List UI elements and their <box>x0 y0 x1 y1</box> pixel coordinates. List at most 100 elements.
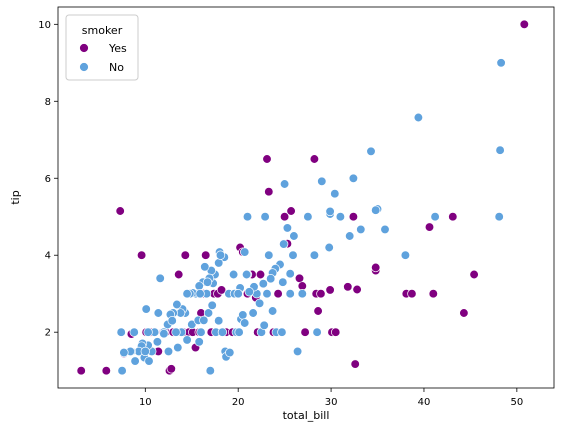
point-yes <box>174 269 184 280</box>
x-tick-label: 30 <box>325 397 338 408</box>
point-yes <box>201 250 211 260</box>
point-no <box>172 299 182 310</box>
point-no <box>203 308 214 318</box>
point-yes <box>519 19 529 29</box>
point-no <box>279 239 289 249</box>
point-yes <box>350 359 360 369</box>
point-yes <box>166 364 176 374</box>
point-no <box>324 242 334 253</box>
point-no <box>117 366 127 376</box>
point-no <box>366 146 376 156</box>
point-yes <box>216 285 227 295</box>
point-no <box>238 310 248 320</box>
point-no <box>277 327 287 337</box>
point-no <box>215 250 226 260</box>
y-tick-label: 8 <box>45 97 51 108</box>
legend-marker-no <box>79 62 89 72</box>
point-yes <box>469 269 479 280</box>
point-no <box>205 366 215 376</box>
point-no <box>348 173 359 183</box>
point-yes <box>407 289 417 299</box>
point-no <box>259 320 269 330</box>
point-no <box>494 212 504 222</box>
point-yes <box>325 285 335 295</box>
point-no <box>430 212 440 222</box>
point-no <box>153 308 163 318</box>
point-no <box>200 262 210 272</box>
point-no <box>144 356 154 366</box>
point-no <box>234 327 244 337</box>
point-no <box>285 289 295 299</box>
point-no <box>217 327 228 337</box>
point-no <box>278 277 288 287</box>
point-yes <box>115 206 125 216</box>
y-tick-label: 4 <box>45 251 51 262</box>
y-tick-label: 6 <box>45 174 51 185</box>
point-no <box>248 308 258 318</box>
point-no <box>356 224 366 235</box>
point-no <box>143 327 153 337</box>
x-tick-label: 10 <box>139 397 152 408</box>
point-no <box>335 212 346 222</box>
point-yes <box>428 289 438 299</box>
point-no <box>240 247 250 257</box>
point-no <box>371 205 381 215</box>
point-no <box>267 306 278 316</box>
point-yes <box>286 206 296 216</box>
point-yes <box>348 212 359 222</box>
point-yes <box>371 262 381 273</box>
point-yes <box>331 327 341 337</box>
point-no <box>207 300 217 310</box>
point-yes <box>264 187 274 197</box>
point-no <box>171 327 181 337</box>
axes-layer: 10 20 30 40 50 2 4 6 8 10 <box>38 6 555 408</box>
point-no <box>312 327 322 337</box>
point-yes <box>316 289 326 299</box>
point-no <box>214 258 224 268</box>
point-no <box>262 289 272 299</box>
point-yes <box>424 222 435 232</box>
x-tick-label: 50 <box>510 397 523 408</box>
plot-frame <box>57 6 555 389</box>
y-tick-label: 2 <box>45 328 51 339</box>
point-no <box>116 327 126 337</box>
point-no <box>182 335 192 345</box>
point-no <box>152 337 163 347</box>
point-no <box>260 212 270 222</box>
point-no <box>345 231 355 241</box>
point-no <box>285 269 295 279</box>
y-tick-label: 10 <box>38 20 51 31</box>
point-no <box>159 329 169 339</box>
point-no <box>279 179 290 189</box>
point-no <box>228 269 239 280</box>
point-no <box>288 250 298 260</box>
point-no <box>240 318 250 328</box>
x-axis-label: total_bill <box>283 409 330 422</box>
point-no <box>266 274 276 284</box>
point-no <box>214 316 224 326</box>
point-yes <box>297 281 307 291</box>
point-yes <box>343 282 353 292</box>
point-no <box>254 298 265 308</box>
point-no <box>400 250 411 260</box>
point-yes <box>352 284 362 295</box>
point-no <box>258 279 268 289</box>
points-layer <box>76 19 529 376</box>
point-no <box>187 319 197 330</box>
point-no <box>155 273 165 283</box>
point-yes <box>459 308 469 318</box>
point-no <box>325 206 335 217</box>
point-no <box>413 112 424 123</box>
point-yes <box>262 154 272 164</box>
point-no <box>163 346 174 357</box>
point-yes <box>76 366 86 376</box>
point-no <box>202 277 213 287</box>
legend-title: smoker <box>82 24 123 37</box>
point-no <box>194 281 204 291</box>
point-no <box>130 356 140 366</box>
point-no <box>495 145 505 155</box>
point-yes <box>255 269 266 280</box>
point-yes <box>180 250 190 260</box>
point-no <box>182 289 192 299</box>
